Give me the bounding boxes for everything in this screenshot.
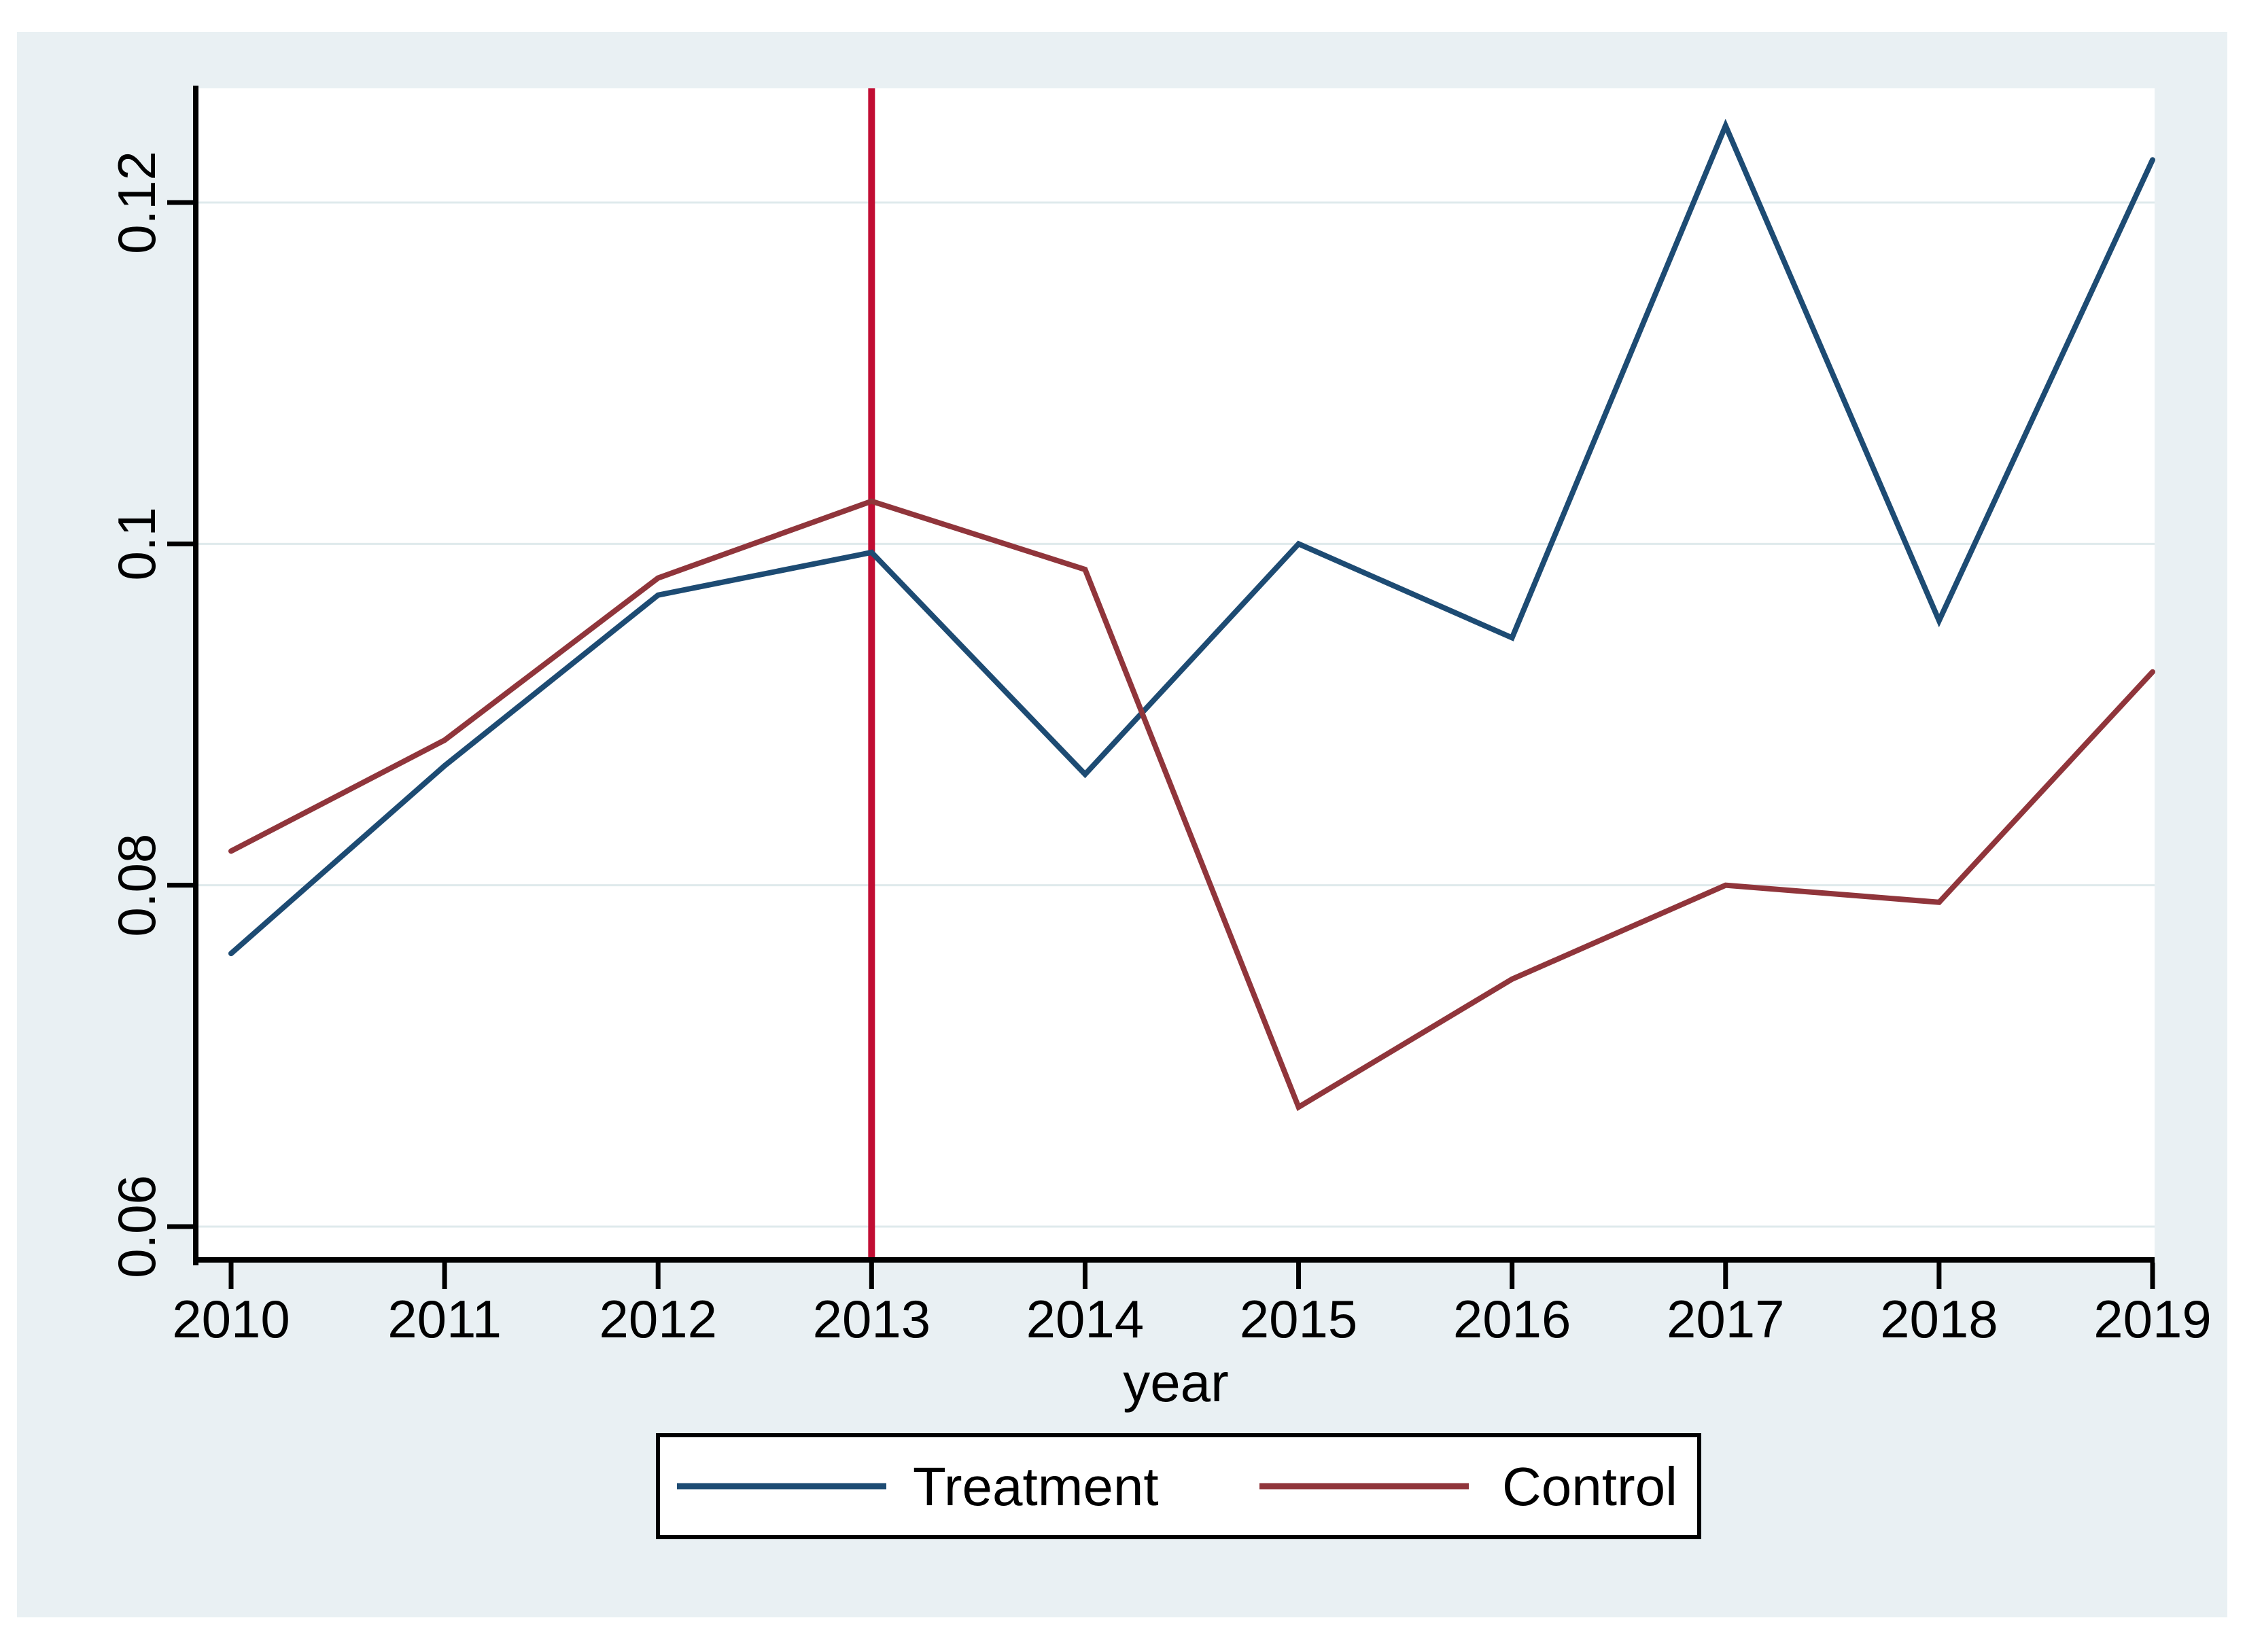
series-line-treatment: [228, 118, 2155, 957]
x-tick-label: 2012: [599, 1289, 717, 1349]
x-tick-label: 2011: [387, 1289, 502, 1349]
legend-label-control: Control: [1502, 1456, 1677, 1517]
x-axis-title: year: [1123, 1352, 1229, 1413]
series-group: [228, 118, 2155, 1112]
x-tick-label: 2010: [172, 1289, 290, 1349]
gridlines-group: [197, 201, 2155, 1228]
y-tick-label: 0.08: [107, 834, 167, 937]
x-tick-label: 2018: [1880, 1289, 1998, 1349]
legend-label-treatment: Treatment: [913, 1456, 1159, 1517]
x-tick-label: 2014: [1026, 1289, 1145, 1349]
x-tick-label: 2017: [1667, 1289, 1785, 1349]
y-tick-label: 0.12: [107, 151, 167, 254]
series-line-control: [228, 498, 2155, 1112]
x-tick-label: 2015: [1240, 1289, 1358, 1349]
x-tick-label: 2016: [1453, 1289, 1571, 1349]
x-tick-label: 2013: [813, 1289, 931, 1349]
y-tick-label: 0.06: [107, 1175, 167, 1278]
y-tick-label: 0.1: [107, 507, 167, 580]
legend: Treatment Control: [656, 1433, 1701, 1539]
ticks-group: 0.06 0.08 0.1 0.12 2010 2011 2012 2013 2014 2015 2…: [107, 151, 2212, 1349]
x-tick-label: 2019: [2093, 1289, 2212, 1349]
